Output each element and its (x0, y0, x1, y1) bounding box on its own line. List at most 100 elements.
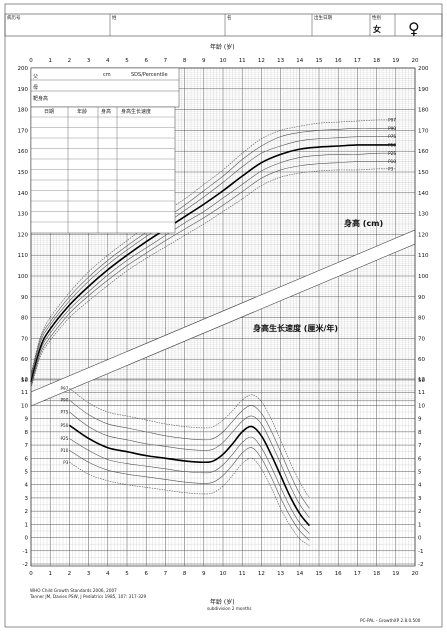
x-tick-label-bottom: 14 (296, 571, 303, 577)
axis-ticks: 0011223344556677889910101111121213131414… (18, 58, 429, 577)
x-tick-label-bottom: 10 (220, 571, 227, 577)
velocity-percentile-label: P75 (61, 410, 69, 415)
top-x-axis-title: 年龄 (岁) (210, 43, 235, 51)
velocity-curve-p10 (69, 447, 310, 541)
velocity-y-tick-right: 6 (418, 456, 422, 462)
velocity-curve-p3 (69, 457, 310, 546)
sex-value: 女 (373, 24, 381, 34)
x-tick-label-bottom: 7 (164, 571, 168, 577)
velocity-y-tick-right: 3 (418, 496, 422, 502)
x-tick-label-top: 1 (48, 58, 52, 64)
x-tick-label-bottom: 12 (258, 571, 265, 577)
height-y-tick-left: 120 (18, 232, 29, 238)
height-percentile-label: P50 (388, 142, 396, 147)
date-column-header: 日期 (44, 109, 54, 115)
velocity-y-tick-left: 5 (25, 470, 29, 476)
velocity-y-tick-right: 0 (418, 536, 422, 542)
velocity-percentile-label: P97 (61, 386, 69, 391)
velocity-column-header: 身高生长速度 (121, 108, 151, 115)
reference-line-1: WHO Child Growth Standards 2006, 2007 (30, 588, 117, 593)
velocity-chart-title: 身高生长速度 (厘米/年) (253, 323, 338, 333)
patient-header: 病历号 姓 名 出生日期 性别 女 ♀ (4, 13, 443, 38)
height-percentile-label: P25 (388, 151, 396, 156)
height-y-tick-left: 190 (18, 87, 29, 93)
x-tick-label-top: 20 (412, 58, 419, 64)
velocity-y-tick-left: -1 (23, 549, 28, 555)
x-tick-label-top: 6 (144, 58, 148, 64)
page-frame (4, 3, 443, 628)
height-y-tick-right: 50 (418, 378, 425, 384)
velocity-y-tick-right: 12 (418, 377, 425, 383)
velocity-curve-p97 (69, 388, 310, 499)
velocity-percentile-label: P90 (61, 398, 69, 403)
velocity-y-tick-right: 5 (418, 470, 422, 476)
velocity-y-tick-right: 2 (418, 509, 422, 515)
velocity-y-tick-left: 10 (21, 403, 28, 409)
height-y-tick-right: 140 (418, 191, 429, 197)
x-tick-label-top: 8 (183, 58, 187, 64)
reference-line-2: Tanner JM, Davies PSW, J Pediatrics 1985… (29, 594, 147, 599)
height-curve-p3 (30, 168, 396, 389)
height-y-tick-right: 110 (418, 253, 429, 259)
surname-label: 姓 (112, 14, 117, 21)
height-y-tick-left: 100 (18, 274, 29, 280)
velocity-percentile-label: P50 (61, 423, 69, 428)
bottom-x-axis-title: 年龄 (岁) (210, 598, 235, 606)
x-tick-label-top: 2 (68, 58, 72, 64)
x-tick-label-bottom: 20 (412, 571, 419, 577)
x-tick-label-bottom: 9 (202, 571, 206, 577)
height-y-tick-left: 80 (21, 316, 28, 322)
height-y-tick-right: 180 (418, 108, 429, 114)
velocity-y-tick-left: 6 (25, 456, 29, 462)
x-tick-label-top: 0 (29, 58, 33, 64)
height-y-tick-left: 60 (21, 357, 28, 363)
height-y-tick-left: 160 (18, 149, 29, 155)
father-row-label: 父 (33, 74, 38, 80)
x-tick-label-top: 13 (277, 58, 284, 64)
velocity-curve-p25 (69, 436, 310, 534)
percentile-labels: P97 P90 P75 P50 P25 P10 P3 P97 P90 P75 P50 P25 P10 P3 (61, 118, 397, 465)
height-column-header: 身高 (101, 108, 111, 115)
target-height-row-label: 靶身高 (33, 95, 48, 102)
height-percentile-label: P3 (388, 166, 394, 171)
height-y-tick-left: 110 (18, 253, 29, 259)
height-curve-p75 (30, 136, 396, 378)
velocity-y-tick-left: 12 (21, 377, 28, 383)
birth-date-label: 出生日期 (314, 14, 332, 21)
cm-column-label: cm (103, 72, 111, 78)
x-tick-label-bottom: 3 (87, 571, 91, 577)
x-tick-label-bottom: 4 (106, 571, 110, 577)
height-y-tick-right: 60 (418, 357, 425, 363)
height-y-tick-left: 140 (18, 191, 29, 197)
x-tick-label-bottom: 2 (68, 571, 72, 577)
height-percentile-label: P75 (388, 134, 396, 139)
x-tick-label-bottom: 5 (125, 571, 129, 577)
age-column-header: 年龄 (77, 108, 87, 115)
height-y-tick-right: 90 (418, 295, 425, 301)
x-tick-label-bottom: 8 (183, 571, 187, 577)
velocity-percentile-label: P25 (61, 436, 69, 441)
x-tick-label-bottom: 16 (335, 571, 342, 577)
velocity-y-tick-left: 9 (25, 417, 29, 423)
height-y-tick-right: 200 (418, 66, 429, 72)
x-tick-label-top: 16 (335, 58, 342, 64)
x-tick-label-top: 11 (239, 58, 246, 64)
x-tick-label-bottom: 11 (239, 571, 246, 577)
height-y-tick-right: 80 (418, 316, 425, 322)
percentile-curves (30, 119, 396, 546)
height-y-tick-left: 70 (21, 336, 28, 342)
x-tick-label-top: 3 (87, 58, 91, 64)
velocity-y-tick-right: 8 (418, 430, 422, 436)
x-tick-label-bottom: 0 (29, 571, 33, 577)
height-y-tick-right: 170 (418, 128, 429, 134)
velocity-y-tick-left: 1 (25, 522, 29, 528)
sds-column-label: SDS/Percentile (131, 72, 168, 78)
measurement-table: cm SDS/Percentile 父 母 靶身高 日期 年龄 身高 身高生长速… (30, 67, 180, 234)
height-y-tick-left: 180 (18, 108, 29, 114)
velocity-y-tick-left: 11 (21, 390, 28, 396)
x-tick-label-bottom: 17 (354, 571, 361, 577)
height-chart-title: 身高 (cm) (344, 218, 383, 228)
velocity-curve-p90 (69, 399, 310, 509)
velocity-y-tick-right: 10 (418, 403, 425, 409)
